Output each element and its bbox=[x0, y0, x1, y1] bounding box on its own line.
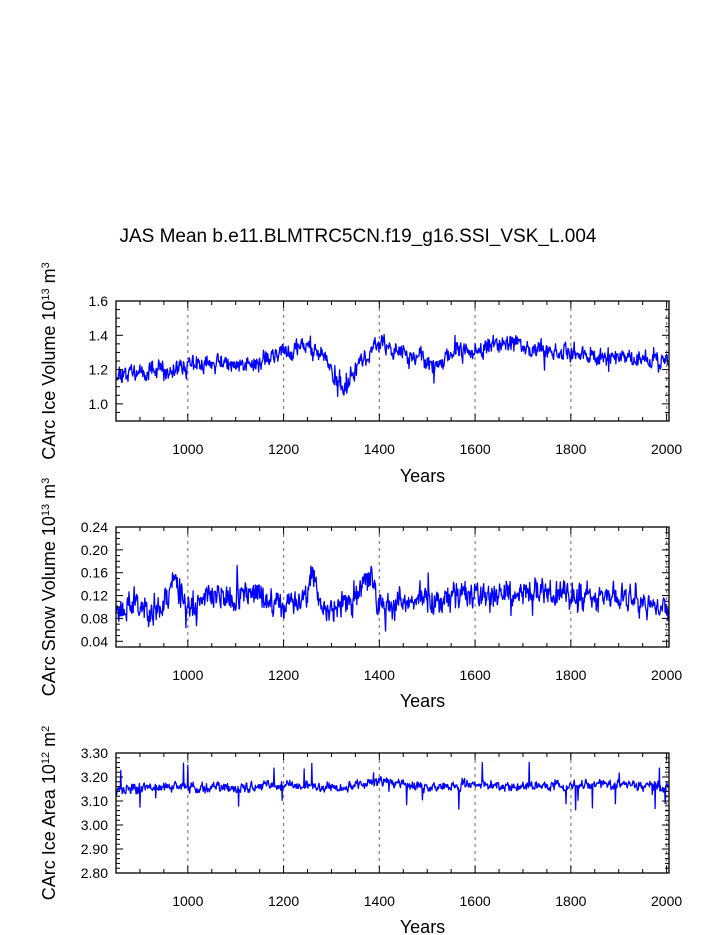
x-tick-label: 2000 bbox=[651, 893, 682, 909]
y-tick-label: 1.0 bbox=[89, 396, 109, 412]
y-tick-label: 2.80 bbox=[81, 865, 108, 881]
y-tick-label: 3.10 bbox=[81, 793, 108, 809]
x-tick-label: 1200 bbox=[268, 667, 299, 683]
panel-ice-area: 1000 1200 1400 1600 1800 2000 2.80 2.90 3.00 3.10… bbox=[39, 726, 682, 935]
series-line bbox=[115, 761, 670, 811]
y-tick-label: 3.30 bbox=[81, 745, 108, 761]
x-tick-label: 1600 bbox=[460, 667, 491, 683]
x-tick-label: 1600 bbox=[460, 893, 491, 909]
x-tick-label: 1000 bbox=[172, 667, 203, 683]
x-tick-label: 1400 bbox=[364, 441, 395, 457]
y-tick-label: 0.08 bbox=[81, 610, 108, 626]
x-tick-label: 1000 bbox=[172, 441, 203, 457]
x-tick-label: 2000 bbox=[651, 667, 682, 683]
y-tick-label: 0.12 bbox=[81, 588, 108, 604]
panel-snow-volume: 1000 1200 1400 1600 1800 2000 0.04 0.08 0.12 0.16… bbox=[39, 478, 682, 711]
x-axis-label: Years bbox=[400, 466, 445, 486]
x-tick-label: 2000 bbox=[651, 441, 682, 457]
x-tick-label: 1400 bbox=[364, 667, 395, 683]
series-line bbox=[115, 333, 670, 398]
x-tick-label: 1000 bbox=[172, 893, 203, 909]
y-tick-label: 1.4 bbox=[89, 327, 109, 343]
y-axis-label: CArc Ice Area 1012 m2 bbox=[39, 726, 59, 900]
plot-frame bbox=[115, 752, 670, 874]
y-axis-label: CArc Snow Volume 1013 m3 bbox=[39, 478, 59, 696]
y-tick-label: 2.90 bbox=[81, 841, 108, 857]
y-tick-label: 0.24 bbox=[81, 519, 108, 535]
y-tick-label: 0.16 bbox=[81, 565, 108, 581]
y-tick-label: 0.04 bbox=[81, 633, 108, 649]
x-tick-label: 1800 bbox=[555, 441, 586, 457]
x-tick-label: 1800 bbox=[555, 893, 586, 909]
series-line bbox=[115, 564, 670, 632]
x-tick-label: 1200 bbox=[268, 893, 299, 909]
x-tick-label: 1600 bbox=[460, 441, 491, 457]
y-tick-label: 3.20 bbox=[81, 769, 108, 785]
x-tick-label: 1400 bbox=[364, 893, 395, 909]
panel-ice-volume: 1000 1200 1400 1600 1800 2000 1.0 1.2 1.4 1.6 Year… bbox=[39, 262, 682, 486]
x-axis-label: Years bbox=[400, 917, 445, 935]
x-tick-label: 1200 bbox=[268, 441, 299, 457]
plot-frame bbox=[115, 526, 670, 648]
y-axis-label: CArc Ice Volume 1013 m3 bbox=[39, 262, 59, 459]
x-tick-label: 1800 bbox=[555, 667, 586, 683]
y-tick-label: 1.6 bbox=[89, 293, 109, 309]
x-axis-label: Years bbox=[400, 691, 445, 711]
figure-title: JAS Mean b.e11.BLMTRC5CN.f19_g16.SSI_VSK… bbox=[119, 226, 596, 247]
y-tick-label: 3.00 bbox=[81, 817, 108, 833]
y-tick-label: 1.2 bbox=[89, 362, 109, 378]
y-tick-label: 0.20 bbox=[81, 542, 108, 558]
